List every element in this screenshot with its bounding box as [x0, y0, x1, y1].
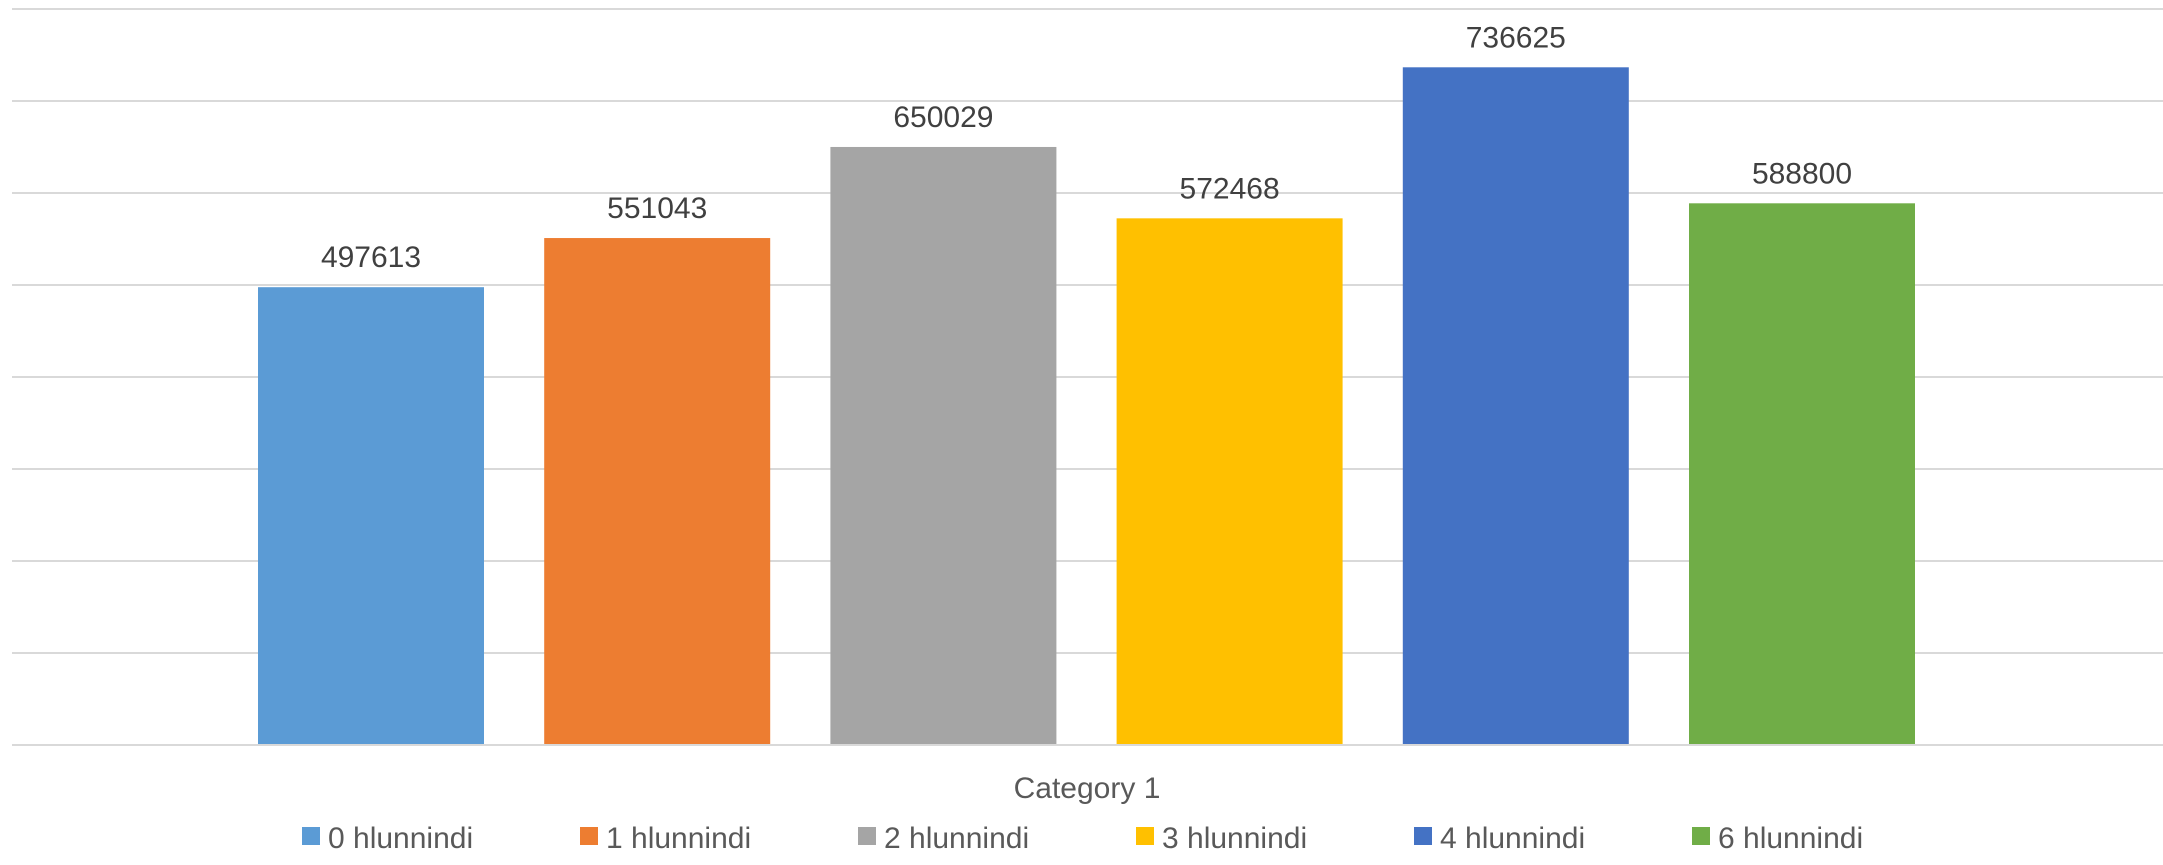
bar-0-hlunnindi	[258, 287, 484, 745]
data-label: 588800	[1752, 157, 1852, 190]
legend-swatch	[1692, 827, 1710, 845]
bar-4-hlunnindi	[1402, 67, 1629, 746]
data-label: 736625	[1466, 21, 1566, 54]
legend-label: 1 hlunnindi	[606, 822, 751, 855]
legend-label: 2 hlunnindi	[884, 822, 1029, 855]
legend-swatch	[1136, 827, 1154, 845]
data-label: 551043	[607, 192, 707, 225]
data-label: 650029	[893, 101, 993, 134]
data-label: 497613	[321, 241, 421, 274]
bar-1-hlunnindi	[544, 238, 771, 745]
legend-label: 0 hlunnindi	[328, 822, 473, 855]
legend-swatch	[858, 827, 876, 845]
legend-swatch	[580, 827, 598, 845]
category-label: Category 1	[1014, 772, 1161, 805]
bar-6-hlunnindi	[1689, 203, 1915, 745]
legend-label: 3 hlunnindi	[1162, 822, 1307, 855]
legend-swatch	[302, 827, 320, 845]
bar-2-hlunnindi	[830, 146, 1057, 745]
legend-label: 6 hlunnindi	[1718, 822, 1863, 855]
legend-swatch	[1414, 827, 1432, 845]
bar-3-hlunnindi	[1116, 218, 1343, 745]
bars	[258, 67, 1915, 746]
data-label: 572468	[1180, 172, 1280, 205]
legend-label: 4 hlunnindi	[1440, 822, 1585, 855]
legend: 0 hlunnindi 1 hlunnindi 2 hlunnindi 3 hlunn…	[302, 822, 1863, 855]
data-labels: 497613 551043 650029 572468 736625 588800	[321, 21, 1852, 274]
